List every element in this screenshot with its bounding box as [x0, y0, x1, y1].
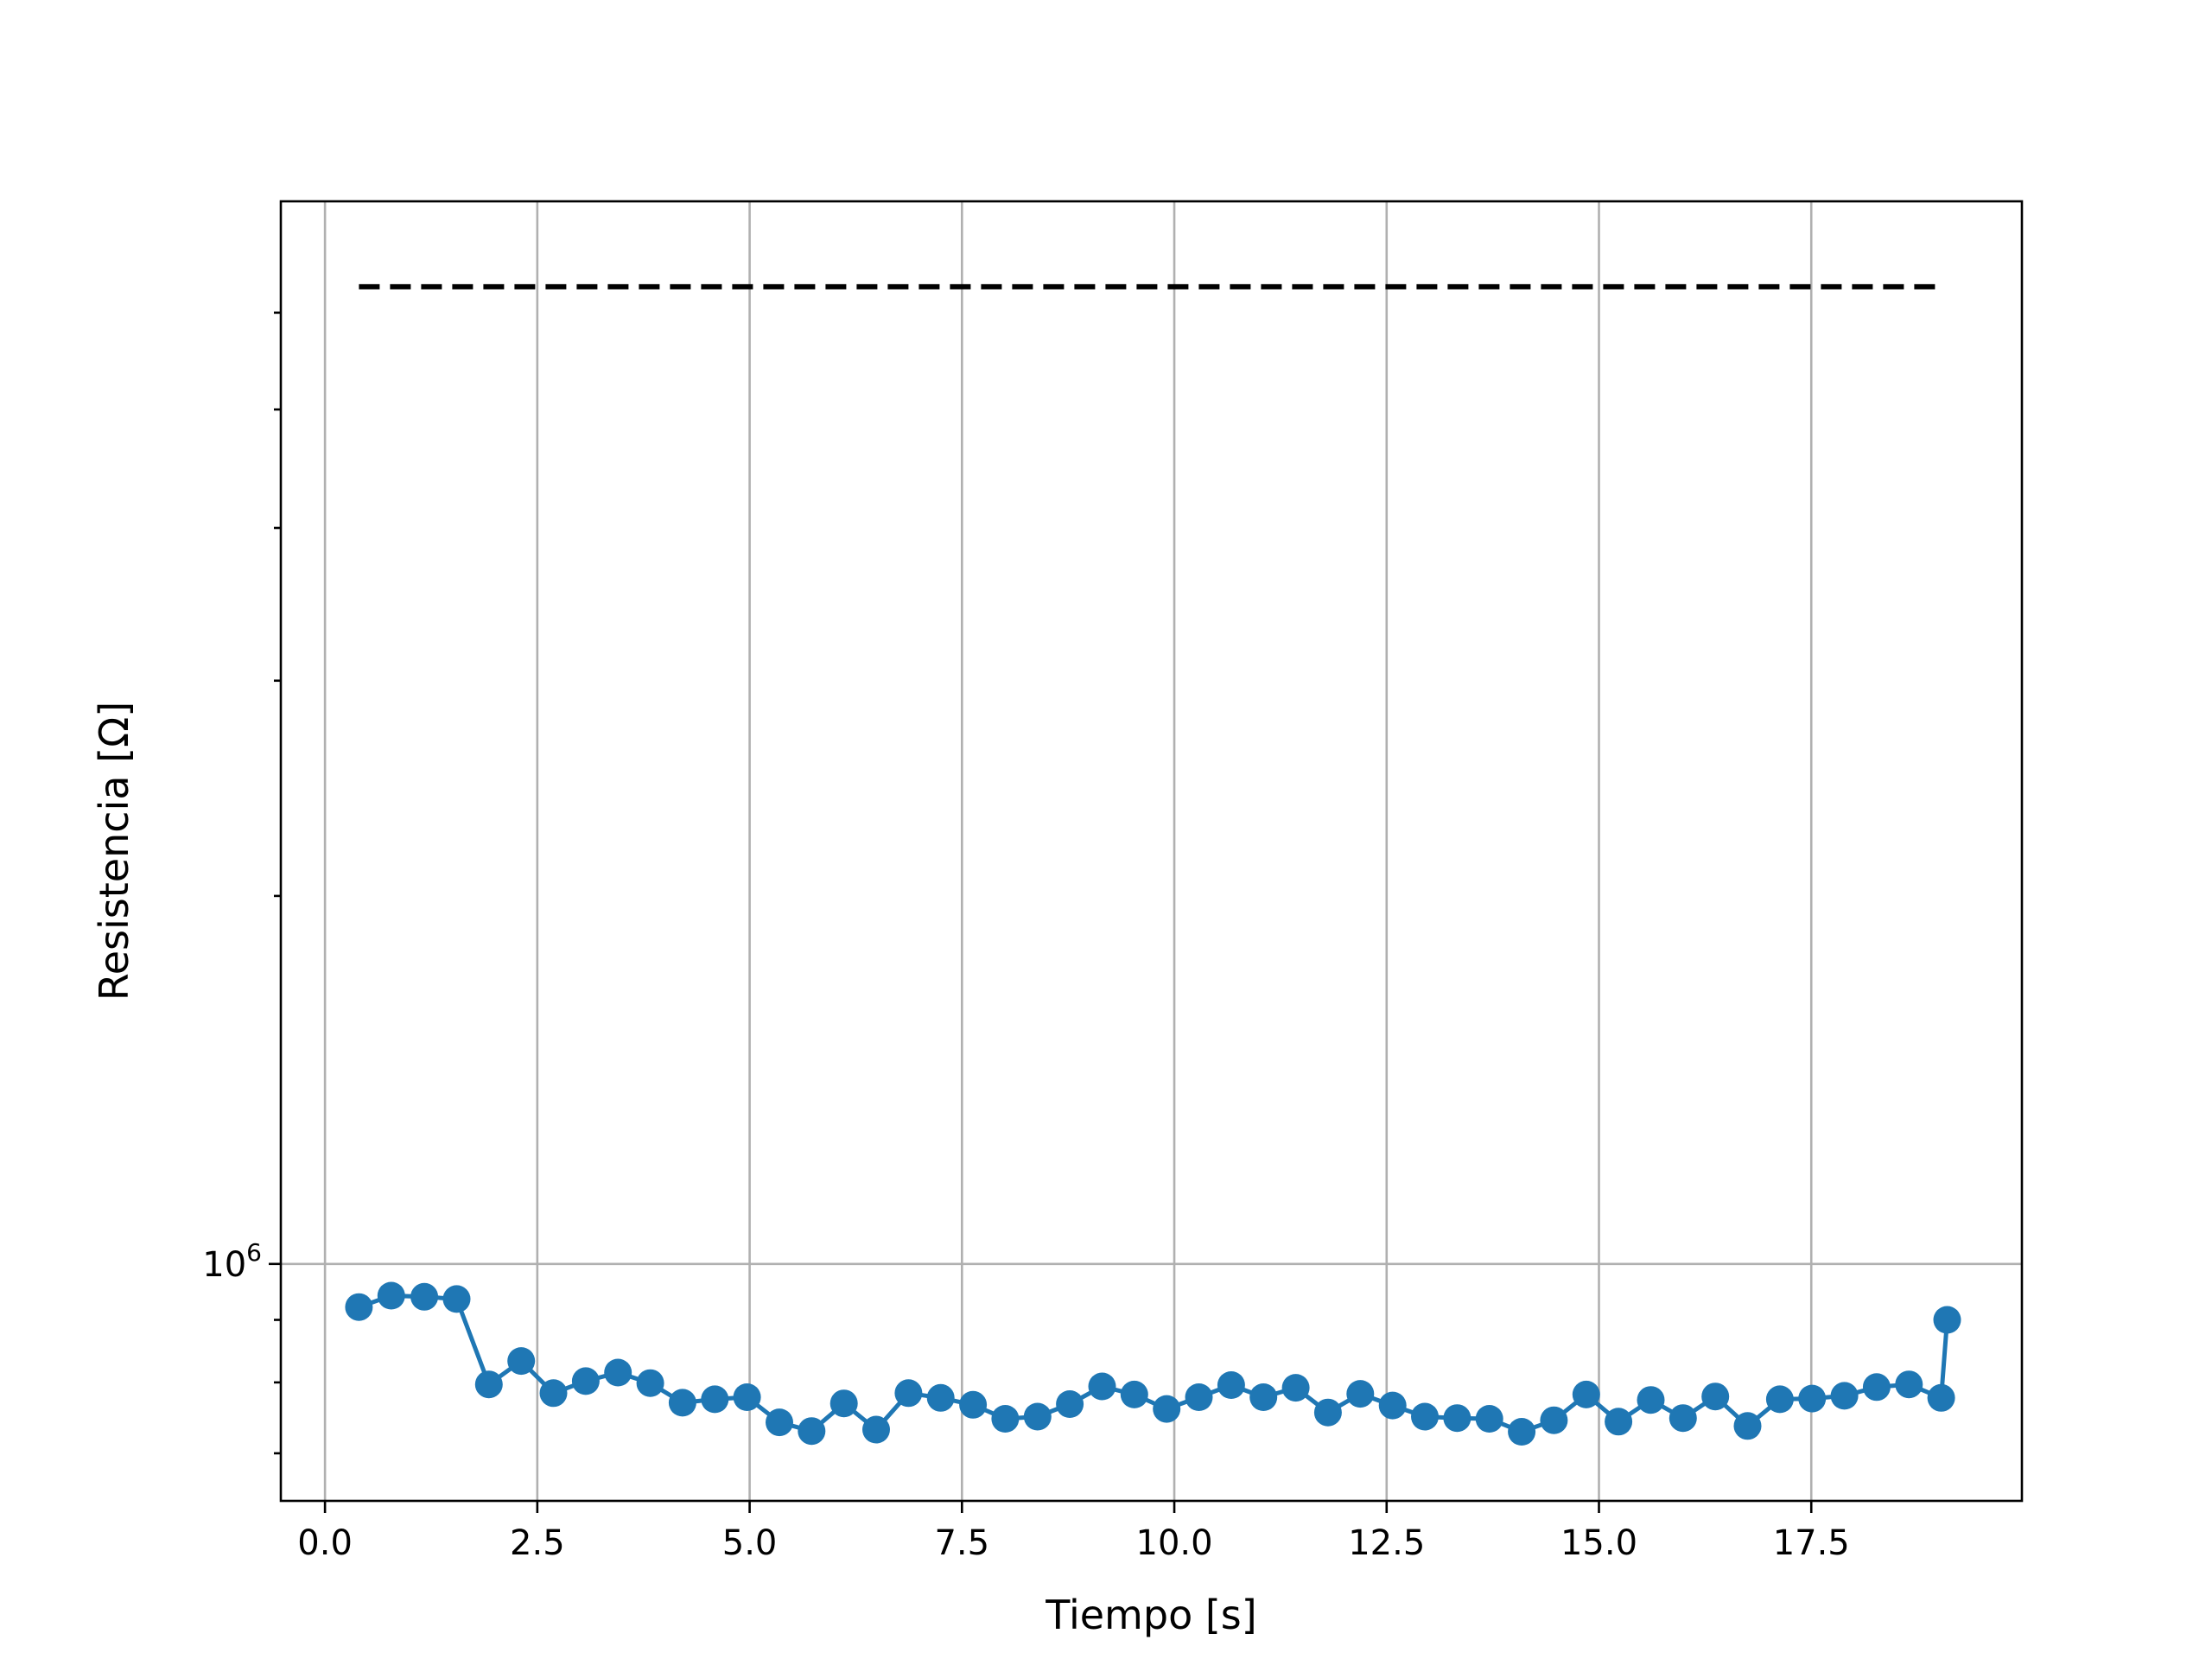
x-tick-label: 2.5: [510, 1523, 565, 1563]
data-point: [1088, 1372, 1116, 1401]
x-tick-label: 0.0: [297, 1523, 353, 1563]
data-point: [1927, 1383, 1955, 1412]
x-tick-label: 12.5: [1348, 1523, 1425, 1563]
data-point: [894, 1379, 923, 1408]
x-tick-label: 17.5: [1773, 1523, 1850, 1563]
data-point: [766, 1408, 793, 1437]
data-point: [991, 1405, 1020, 1433]
y-axis-label: Resistencia [Ω]: [91, 702, 137, 1001]
data-point: [1540, 1406, 1568, 1434]
data-point: [1895, 1370, 1923, 1399]
plot-frame: [279, 200, 2024, 1503]
axis-ticks: 0.0 2.5 5.0 7.5 10.0 12.5 15.0 17.5 106: [202, 311, 1850, 1563]
data-point: [1605, 1408, 1633, 1436]
data-point: [1346, 1380, 1375, 1408]
data-point: [1120, 1380, 1148, 1408]
data-point: [1765, 1385, 1794, 1414]
data-point: [1056, 1390, 1084, 1418]
x-tick-label: 10.0: [1136, 1523, 1213, 1563]
data-point: [636, 1369, 664, 1397]
data-point: [507, 1347, 536, 1376]
data-point: [1830, 1382, 1859, 1410]
data-point: [1933, 1306, 1961, 1334]
data-point: [959, 1390, 988, 1419]
series-layer: [345, 283, 1961, 1446]
data-point: [862, 1415, 890, 1444]
y-tick-label: 106: [202, 1238, 262, 1285]
data-point: [539, 1379, 568, 1408]
data-point: [830, 1389, 858, 1418]
data-point: [733, 1383, 761, 1411]
data-point: [1153, 1395, 1181, 1423]
data-point: [1378, 1391, 1407, 1420]
data-point: [1411, 1402, 1439, 1431]
data-point: [1023, 1402, 1052, 1431]
data-point: [1313, 1398, 1342, 1427]
data-point: [1443, 1404, 1471, 1433]
grid: [281, 201, 2022, 1501]
data-point: [1185, 1383, 1213, 1411]
data-point: [926, 1383, 955, 1412]
x-tick-label: 15.0: [1560, 1523, 1637, 1563]
x-tick-label: 5.0: [722, 1523, 778, 1563]
data-point: [571, 1367, 600, 1395]
data-point: [1508, 1418, 1536, 1446]
data-point: [1701, 1382, 1730, 1411]
data-point: [1217, 1371, 1245, 1399]
data-point: [668, 1389, 696, 1417]
data-point: [377, 1281, 405, 1310]
data-point: [604, 1358, 632, 1387]
data-point: [1862, 1373, 1891, 1402]
data-point: [1669, 1404, 1697, 1433]
x-tick-label: 7.5: [934, 1523, 989, 1563]
data-point: [1572, 1380, 1600, 1408]
data-point: [798, 1417, 826, 1446]
data-point: [345, 1293, 373, 1321]
x-axis-label: Tiempo [s]: [1045, 1592, 1256, 1638]
data-point: [1475, 1405, 1503, 1433]
data-point: [1281, 1374, 1310, 1402]
data-point: [1733, 1412, 1762, 1440]
data-point: [1798, 1384, 1827, 1413]
data-point: [701, 1385, 729, 1414]
data-point: [1637, 1386, 1665, 1414]
data-point: [1249, 1383, 1278, 1411]
data-point: [442, 1285, 471, 1313]
data-point: [474, 1370, 503, 1399]
data-point: [410, 1282, 439, 1311]
